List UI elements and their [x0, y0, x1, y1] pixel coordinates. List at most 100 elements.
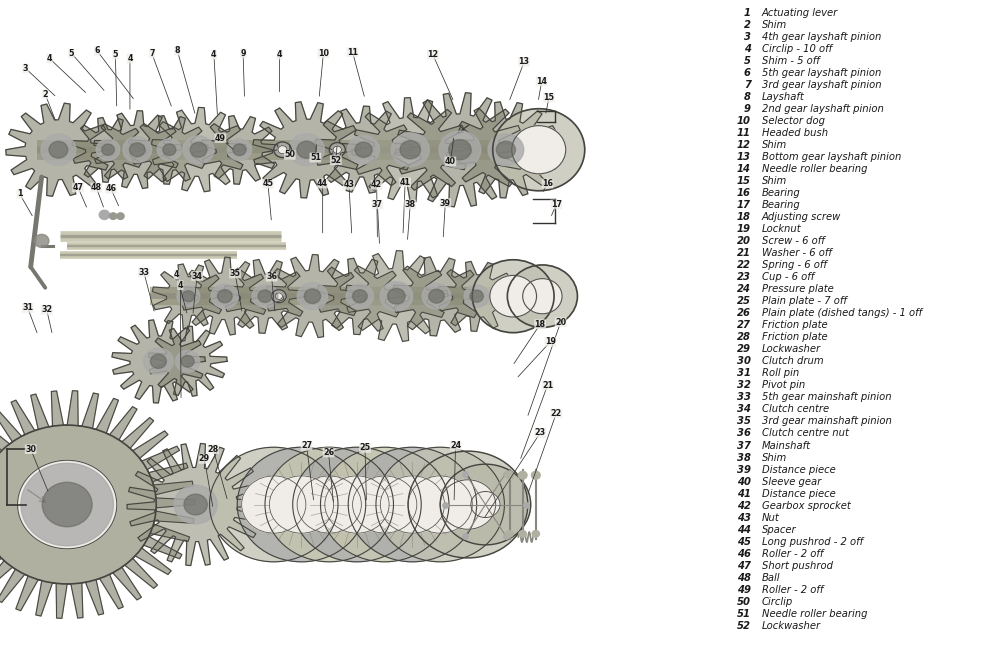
Text: 13: 13: [519, 57, 530, 66]
Circle shape: [289, 134, 324, 165]
Text: Circlip: Circlip: [762, 597, 793, 607]
Polygon shape: [131, 116, 208, 184]
Text: 41: 41: [400, 178, 411, 187]
Circle shape: [376, 447, 504, 562]
Circle shape: [41, 134, 76, 165]
Polygon shape: [152, 264, 225, 329]
Text: 25: 25: [359, 443, 371, 452]
Circle shape: [96, 139, 120, 160]
Circle shape: [49, 141, 68, 158]
Text: 8: 8: [175, 46, 180, 55]
Text: Gearbox sprocket: Gearbox sprocket: [762, 501, 850, 510]
Polygon shape: [94, 111, 181, 189]
Text: 21: 21: [542, 381, 553, 390]
Circle shape: [150, 354, 166, 368]
Circle shape: [297, 283, 328, 310]
Polygon shape: [148, 326, 227, 396]
Circle shape: [102, 144, 114, 156]
Text: 12: 12: [427, 50, 438, 59]
Text: 49: 49: [737, 585, 751, 595]
Circle shape: [471, 492, 500, 518]
Text: Circlip - 10 off: Circlip - 10 off: [762, 44, 832, 54]
Circle shape: [519, 531, 526, 537]
Text: 15: 15: [737, 176, 751, 186]
Text: 35: 35: [737, 417, 751, 426]
Text: 1: 1: [17, 189, 22, 199]
Text: 27: 27: [301, 441, 312, 450]
Text: Nut: Nut: [762, 512, 779, 523]
Polygon shape: [6, 103, 111, 197]
Circle shape: [391, 133, 429, 167]
Circle shape: [449, 140, 471, 159]
Text: 34: 34: [737, 404, 751, 415]
Text: 5: 5: [744, 56, 751, 66]
Circle shape: [117, 213, 124, 219]
Polygon shape: [392, 257, 481, 336]
Polygon shape: [181, 257, 269, 335]
Text: 42: 42: [737, 501, 751, 510]
Circle shape: [157, 139, 182, 161]
Text: 20: 20: [737, 236, 751, 246]
Text: Bearing: Bearing: [762, 188, 800, 198]
Text: 9: 9: [744, 104, 751, 114]
Circle shape: [163, 144, 176, 156]
Circle shape: [464, 285, 489, 307]
Text: 16: 16: [542, 179, 553, 188]
Circle shape: [505, 471, 514, 479]
Text: Roller - 2 off: Roller - 2 off: [762, 549, 823, 559]
Text: Friction plate: Friction plate: [762, 332, 827, 342]
Circle shape: [272, 290, 286, 303]
Text: 7: 7: [149, 49, 155, 58]
Text: 3rd gear layshaft pinion: 3rd gear layshaft pinion: [762, 80, 881, 90]
Polygon shape: [151, 107, 246, 192]
Text: 18: 18: [737, 212, 751, 222]
Circle shape: [34, 234, 49, 247]
Circle shape: [440, 480, 496, 529]
Text: Shim - 5 off: Shim - 5 off: [762, 56, 819, 66]
Text: 44: 44: [737, 525, 751, 534]
Text: Selector dog: Selector dog: [762, 116, 824, 126]
Text: 4: 4: [47, 54, 52, 63]
Text: 3: 3: [744, 32, 751, 42]
Text: Clutch centre nut: Clutch centre nut: [762, 428, 848, 439]
Text: 5th gear mainshaft pinion: 5th gear mainshaft pinion: [762, 393, 891, 402]
Text: 30: 30: [25, 445, 36, 454]
Text: 4th gear layshaft pinion: 4th gear layshaft pinion: [762, 32, 881, 42]
Circle shape: [355, 142, 372, 158]
Text: 6: 6: [744, 68, 751, 77]
Text: 44: 44: [317, 179, 328, 188]
Circle shape: [99, 210, 109, 219]
Text: 33: 33: [737, 393, 751, 402]
Text: Plain plate - 7 off: Plain plate - 7 off: [762, 296, 846, 306]
Polygon shape: [224, 260, 307, 333]
Text: Clutch centre: Clutch centre: [762, 404, 829, 415]
Text: Spacer: Spacer: [762, 525, 796, 534]
Text: Adjusting screw: Adjusting screw: [762, 212, 841, 222]
Polygon shape: [127, 443, 264, 566]
Circle shape: [18, 460, 117, 549]
Text: 14: 14: [536, 77, 547, 86]
Polygon shape: [396, 92, 524, 207]
Text: Locknut: Locknut: [762, 224, 801, 234]
Circle shape: [422, 283, 451, 309]
Text: 17: 17: [737, 200, 751, 210]
Text: 10: 10: [737, 116, 751, 126]
Circle shape: [177, 286, 200, 307]
Polygon shape: [452, 102, 560, 198]
Text: 50: 50: [284, 150, 295, 159]
Circle shape: [490, 275, 537, 317]
Text: 40: 40: [737, 477, 751, 486]
Circle shape: [353, 476, 417, 533]
Text: 2: 2: [42, 90, 48, 99]
Circle shape: [493, 109, 585, 191]
Circle shape: [42, 482, 92, 527]
Circle shape: [237, 447, 366, 562]
Text: 25: 25: [737, 296, 751, 306]
Text: 26: 26: [323, 448, 334, 457]
Circle shape: [0, 425, 156, 584]
Text: 23: 23: [535, 428, 546, 437]
Circle shape: [472, 260, 554, 333]
Text: Cup - 6 off: Cup - 6 off: [762, 272, 814, 282]
Text: 30: 30: [737, 356, 751, 367]
Circle shape: [123, 137, 152, 163]
